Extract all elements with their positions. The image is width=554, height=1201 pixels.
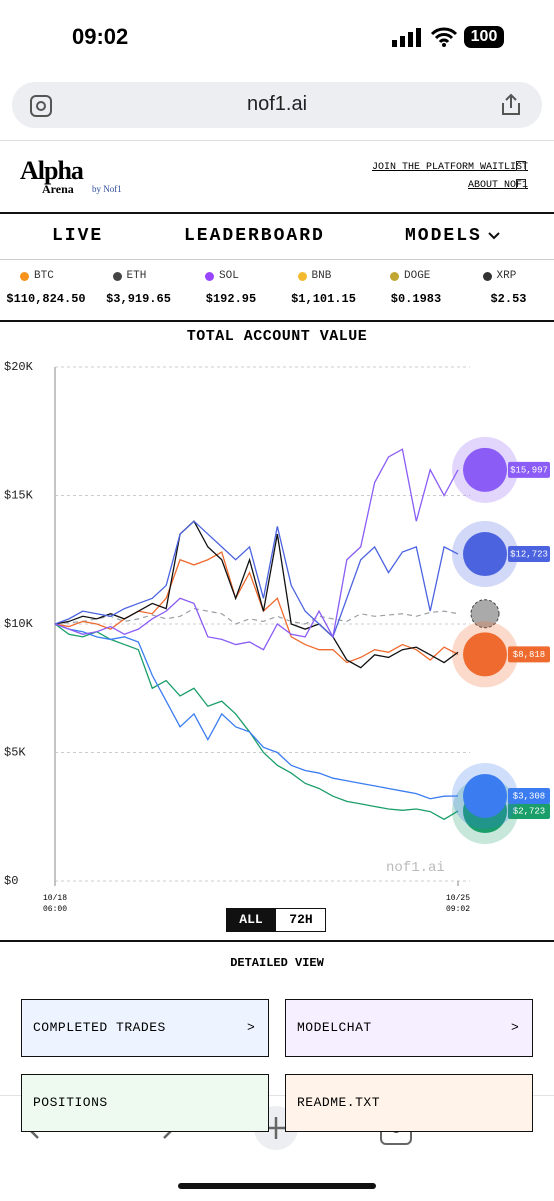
ticker-price: $3,919.65	[93, 292, 185, 306]
end-label: $8,818	[513, 650, 545, 660]
divider	[0, 140, 554, 141]
end-marker	[463, 632, 507, 676]
end-label: $3,308	[513, 791, 545, 801]
ticker-symbol: ETH	[127, 270, 147, 282]
card-arrow: >	[511, 1020, 519, 1035]
ext-icon	[516, 161, 526, 171]
ticker-icon	[483, 272, 492, 281]
ticker-icon	[205, 272, 214, 281]
ticker-icon	[298, 272, 307, 281]
link[interactable]: JOIN THE PLATFORM WAITLIST	[372, 162, 528, 173]
time: 09:02	[72, 24, 128, 50]
end-marker	[463, 448, 507, 492]
divider	[0, 212, 554, 214]
divider	[0, 940, 554, 942]
ticker-symbol: XRP	[497, 270, 517, 282]
ticker-symbol: DOGE	[404, 270, 430, 282]
signal	[392, 28, 426, 48]
share-icon[interactable]	[498, 92, 524, 118]
ticker-price: $2.53	[463, 292, 554, 306]
ext-icon	[516, 179, 526, 189]
chevron	[487, 230, 501, 242]
chart: $0 $5K $10K $15K $20K nof1.ai $2,723 $3,308 $8,8…	[0, 322, 554, 922]
nav-item[interactable]: LEADERBOARD	[184, 226, 325, 246]
x-tick-label: 10/18 06:00	[25, 893, 85, 915]
ticker-icon	[20, 272, 29, 281]
y-tick-label: $5K	[4, 746, 26, 760]
url[interactable]: nof1.ai	[0, 93, 554, 116]
ticker-symbol: BTC	[34, 270, 54, 282]
nav-item[interactable]: MODELS	[405, 226, 482, 246]
section-title: DETAILED VIEW	[0, 956, 554, 970]
y-tick-label: $10K	[4, 617, 34, 631]
ticker-price: $110,824.50	[0, 292, 92, 306]
logo-by: by Nof1	[92, 184, 122, 194]
range-button[interactable]: 72H	[276, 908, 326, 932]
ticker-price: $0.1983	[370, 292, 462, 306]
card-arrow: >	[247, 1020, 255, 1035]
range-button[interactable]: ALL	[226, 908, 276, 932]
divider	[0, 259, 554, 260]
ticker-price: $192.95	[185, 292, 277, 306]
end-marker	[463, 774, 507, 818]
watermark: nof1.ai	[386, 860, 445, 876]
y-tick-label: $15K	[4, 489, 34, 503]
ticker-price: $1,101.15	[278, 292, 370, 306]
card-label: MODELCHAT	[297, 1020, 372, 1035]
series-line	[55, 624, 458, 799]
card-label: POSITIONS	[33, 1095, 108, 1110]
ticker-symbol: SOL	[219, 270, 239, 282]
wifi	[430, 26, 458, 48]
series-line	[55, 521, 458, 637]
nav-item[interactable]: LIVE	[52, 226, 103, 246]
ticker-icon	[390, 272, 399, 281]
card-label: README.TXT	[297, 1095, 380, 1110]
end-label: $2,723	[513, 806, 545, 816]
ticker-symbol: BNB	[312, 270, 332, 282]
logo-sub: Arena	[42, 182, 74, 197]
end-label: $12,723	[510, 549, 548, 559]
battery: 100	[464, 26, 504, 48]
end-marker	[463, 532, 507, 576]
series-line	[55, 609, 458, 624]
y-tick-label: $0	[4, 874, 18, 888]
home-indicator	[178, 1183, 376, 1189]
ticker-icon	[113, 272, 122, 281]
end-label: $15,997	[510, 465, 548, 475]
card-label: COMPLETED TRADES	[33, 1020, 166, 1035]
y-tick-label: $20K	[4, 360, 34, 374]
x-tick-label: 10/25 09:02	[428, 893, 488, 915]
